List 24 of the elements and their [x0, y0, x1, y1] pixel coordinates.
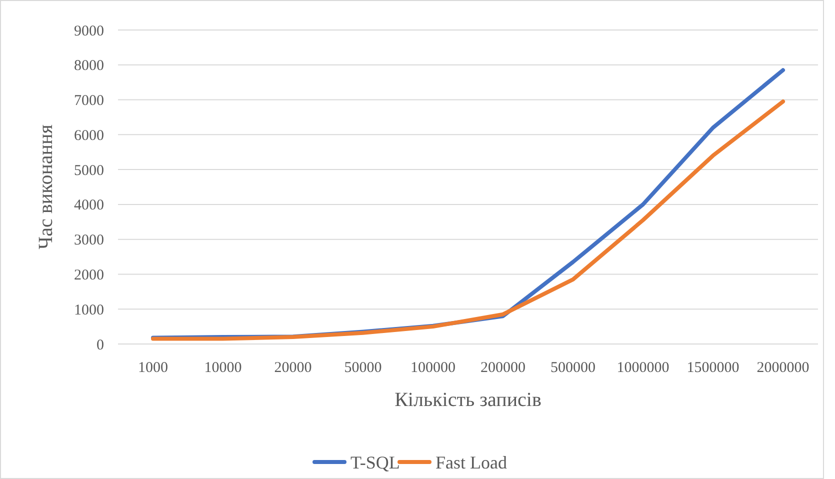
x-tick-label: 1500000: [686, 360, 740, 376]
x-tick-label: 200000: [480, 360, 526, 376]
x-tick-label: 2000000: [756, 360, 810, 376]
y-axis-title: Час виконання: [35, 124, 57, 250]
y-tick-label: 4000: [74, 198, 104, 214]
legend-label: Fast Load: [436, 452, 507, 472]
y-tick-label: 2000: [74, 267, 104, 284]
y-tick-label: 5000: [74, 162, 104, 179]
x-tick-label: 100000: [410, 360, 456, 376]
y-tick-label: 6000: [74, 128, 104, 144]
legend-label: T-SQL: [350, 452, 400, 472]
x-axis-title: Кількість записів: [394, 389, 542, 411]
y-tick-label: 9000: [74, 23, 104, 40]
x-tick-label: 20000: [274, 360, 312, 376]
x-tick-label: 1000000: [616, 360, 670, 376]
y-tick-label: 3000: [74, 232, 104, 249]
y-tick-label: 7000: [74, 93, 104, 110]
y-tick-label: 0: [96, 337, 104, 354]
x-tick-label: 500000: [550, 360, 596, 376]
x-tick-label: 50000: [344, 360, 382, 376]
x-tick-label: 10000: [204, 360, 242, 376]
y-tick-label: 8000: [74, 58, 104, 74]
x-tick-label: 1000: [138, 360, 168, 376]
y-tick-label: 1000: [74, 302, 104, 318]
